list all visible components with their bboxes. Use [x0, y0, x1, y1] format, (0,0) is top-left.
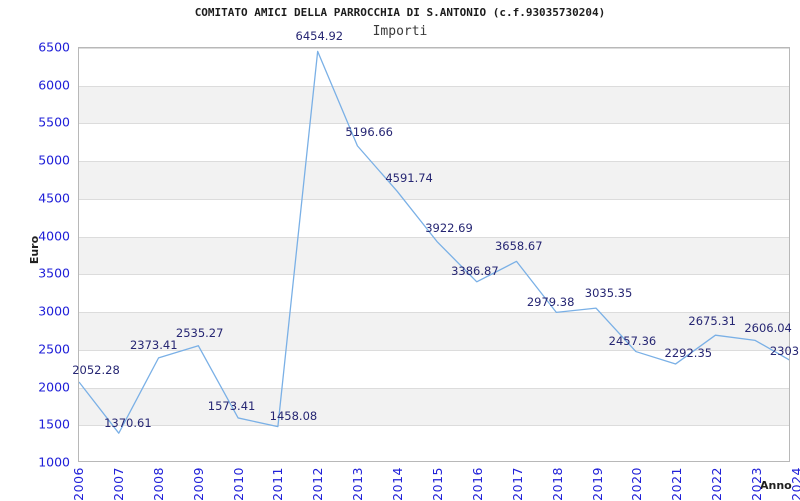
- plot-band: [79, 161, 789, 199]
- y-tick-label: 4000: [38, 228, 70, 244]
- plot-band: [79, 312, 789, 350]
- x-tick-label: 2020: [629, 467, 645, 501]
- x-tick-label: 2014: [390, 467, 406, 501]
- y-tick-label: 4500: [38, 190, 70, 206]
- y-tick-label: 5500: [38, 114, 70, 130]
- y-tick-label: 3000: [38, 303, 70, 319]
- series-polyline: [79, 50, 789, 434]
- plot-band: [79, 387, 789, 426]
- x-tick-label: 2022: [709, 467, 725, 501]
- plot-area: [78, 47, 790, 462]
- x-tick-label: 2016: [469, 467, 485, 501]
- gridline: [79, 161, 789, 162]
- gridline: [79, 123, 789, 124]
- gridline: [79, 86, 789, 87]
- chart-title: COMITATO AMICI DELLA PARROCCHIA DI S.ANT…: [194, 6, 606, 19]
- series-line-importi: [79, 50, 789, 434]
- x-tick-label: 2015: [429, 467, 445, 501]
- chart-subtitle: Importi: [372, 24, 428, 39]
- y-tick-label: 2500: [38, 341, 70, 357]
- x-tick-label: 2007: [110, 467, 126, 501]
- x-tick-label: 2006: [71, 467, 86, 501]
- x-tick-label: 2024: [788, 467, 800, 501]
- gridline: [79, 274, 789, 275]
- gridline: [79, 312, 789, 313]
- y-tick-label: 2000: [38, 379, 70, 395]
- x-tick-label: 2010: [230, 467, 246, 501]
- y-tick-label: 6500: [38, 39, 70, 55]
- x-tick-label: 2019: [589, 467, 605, 501]
- x-tick-label: 2018: [549, 467, 565, 501]
- x-tick-label: 2011: [270, 467, 286, 501]
- gridline: [79, 199, 789, 200]
- y-tick-label: 1500: [38, 416, 70, 432]
- x-tick-label: 2017: [509, 467, 525, 501]
- y-tick-label: 6000: [38, 77, 70, 93]
- plot-band: [79, 85, 789, 124]
- x-tick-label: 2012: [310, 467, 326, 501]
- x-tick-label: 2023: [749, 467, 765, 501]
- plot-band: [79, 236, 789, 275]
- x-tick-label: 2008: [150, 467, 166, 501]
- y-tick-label: 3500: [38, 265, 70, 281]
- y-tick-label: 5000: [38, 152, 70, 168]
- x-tick-label: 2009: [190, 467, 206, 501]
- gridline: [79, 388, 789, 389]
- y-tick-label: 1000: [38, 454, 70, 470]
- gridline: [79, 350, 789, 351]
- gridline: [79, 425, 789, 426]
- gridline: [79, 48, 789, 49]
- x-tick-label: 2021: [669, 467, 685, 501]
- x-axis-title: Anno: [760, 479, 792, 492]
- x-tick-label: 2013: [350, 467, 366, 501]
